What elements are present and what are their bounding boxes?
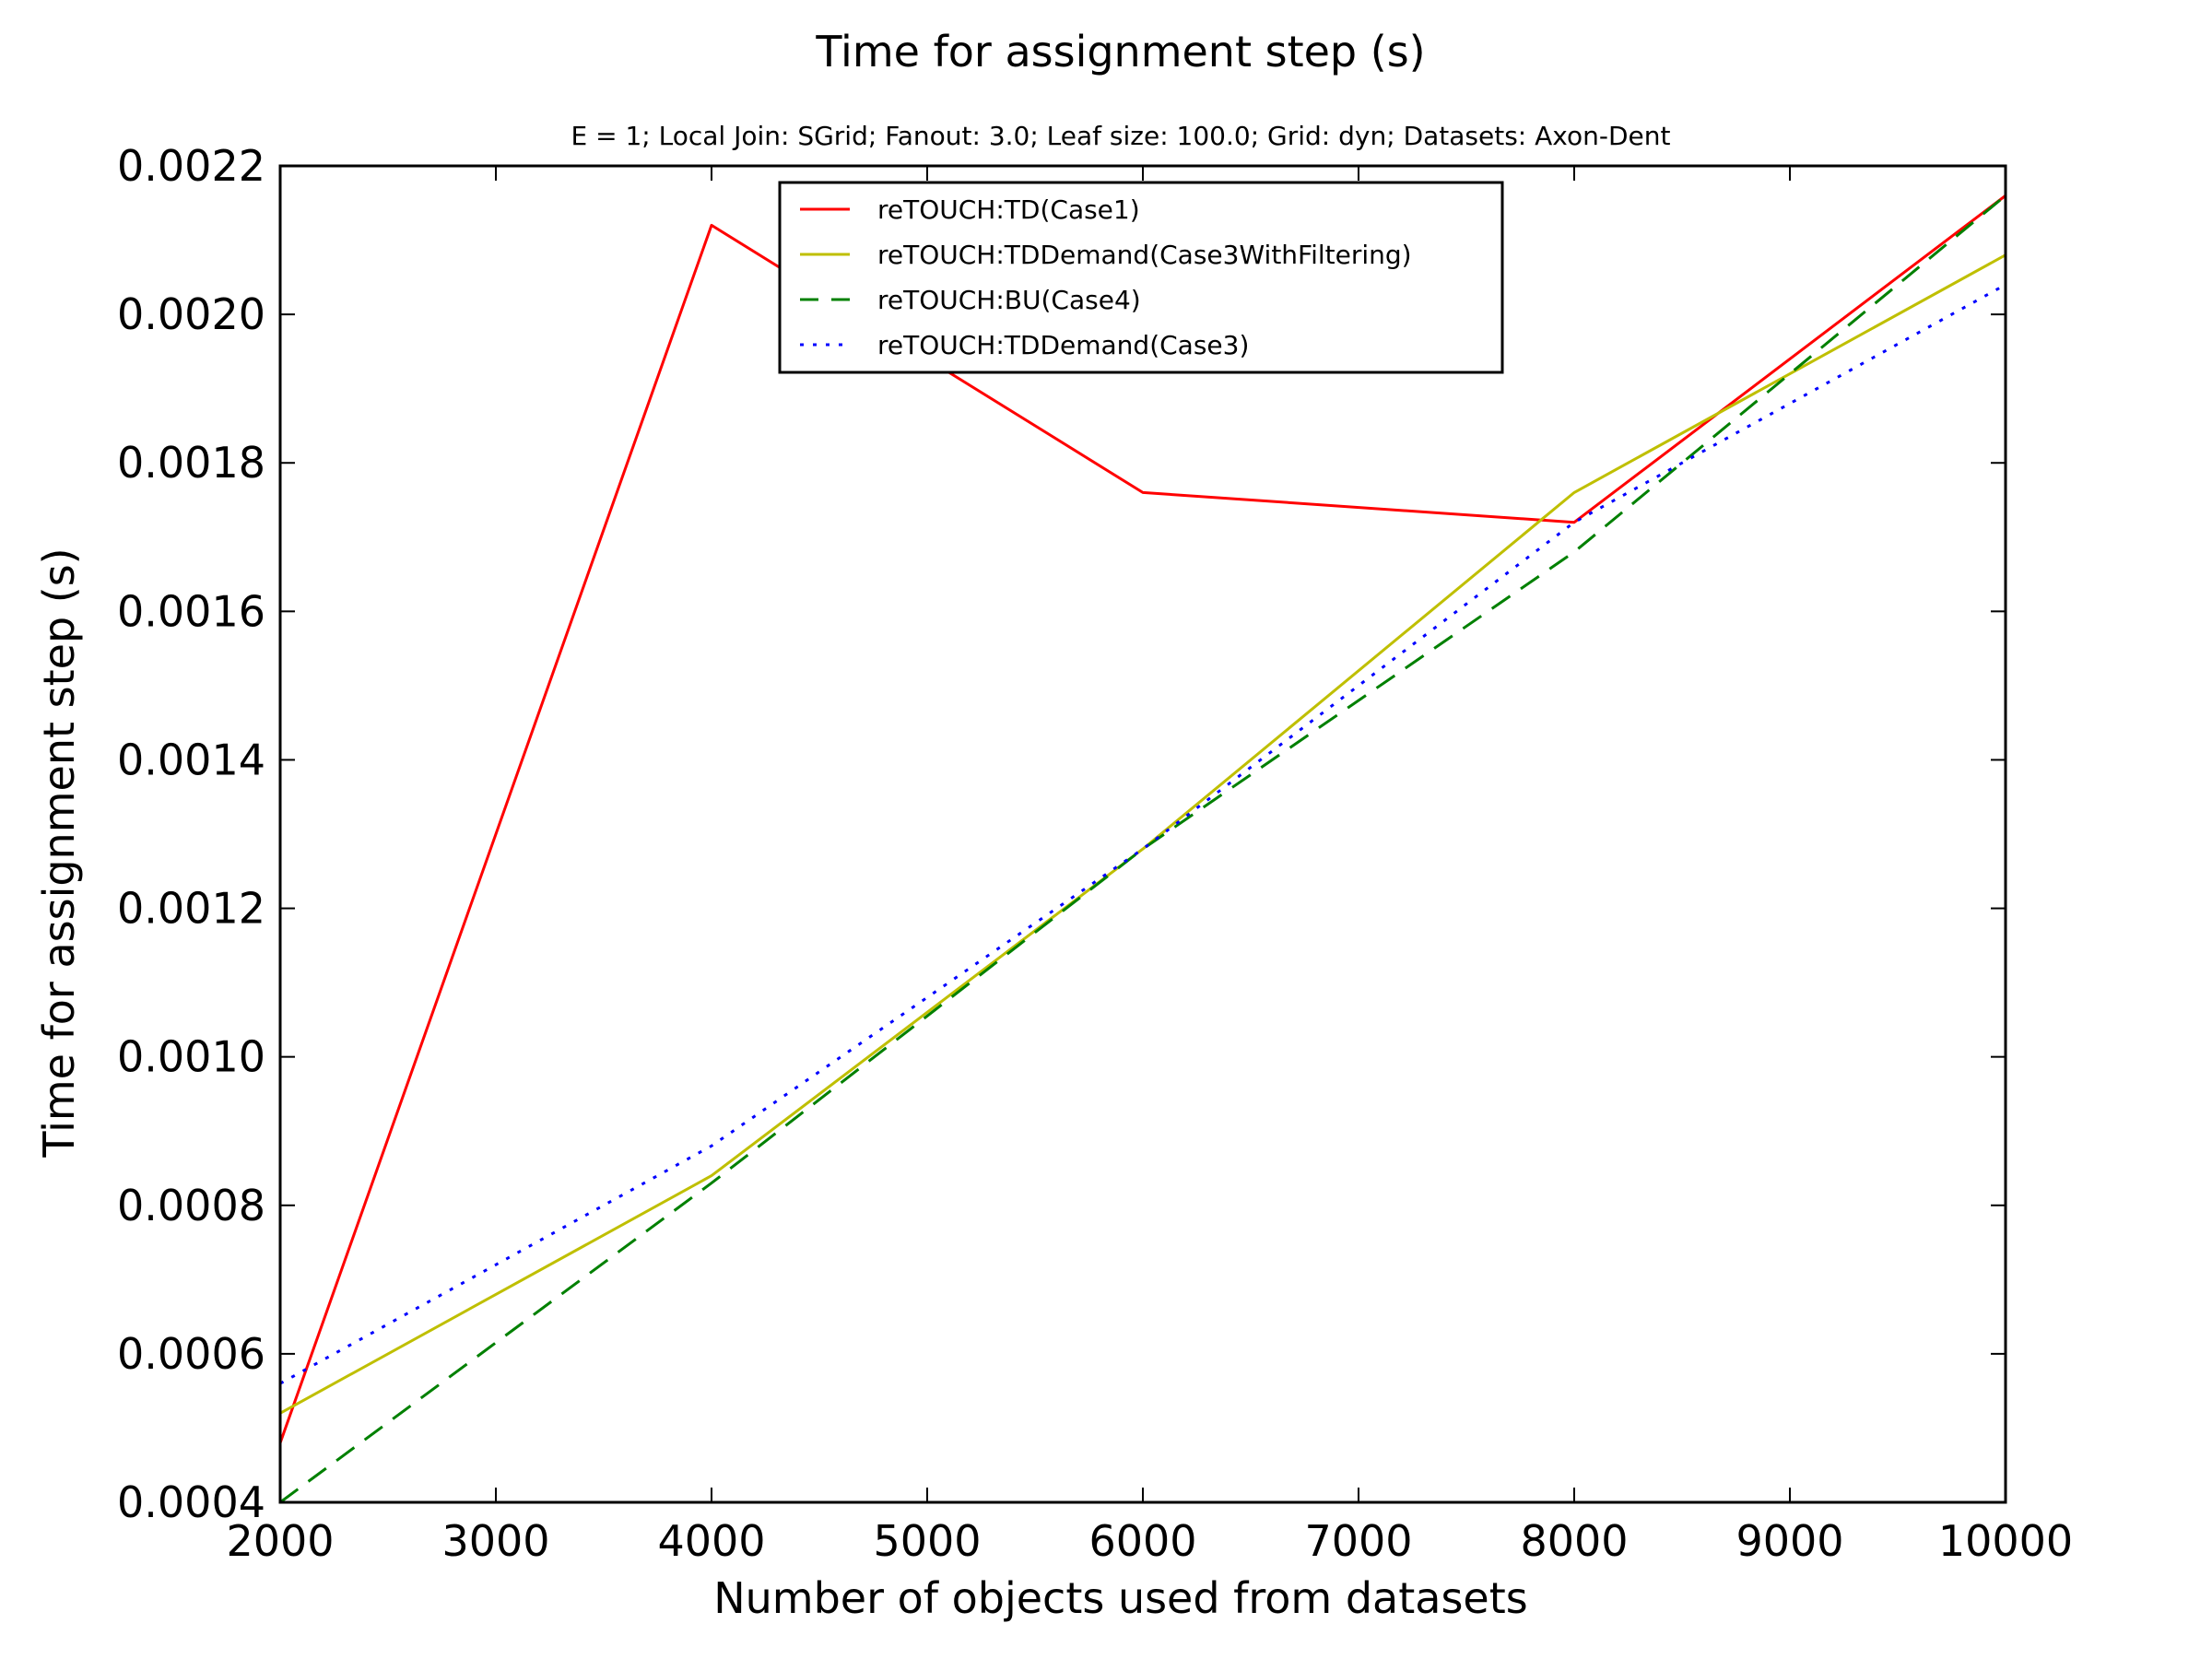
legend-box: [778, 181, 1504, 374]
chart-subtitle: E = 1; Local Join: SGrid; Fanout: 3.0; L…: [571, 121, 1671, 151]
x-tick-label: 9000: [1735, 1516, 1843, 1566]
x-tick-label: 10000: [1938, 1516, 2073, 1566]
y-tick-label: 0.0012: [117, 884, 265, 934]
plot-lines: [280, 194, 2006, 1502]
series-line-2: [280, 253, 2006, 1415]
y-tick-label: 0.0014: [117, 735, 265, 784]
series-line-3: [280, 194, 2006, 1502]
x-axis-label: Number of objects used from datasets: [713, 1573, 1528, 1623]
series-line-1: [280, 194, 2006, 1444]
y-ticks: 0.0004 0.0006 0.0008 0.0010 0.0012 0.0014 0.00…: [117, 141, 2006, 1527]
x-ticks: 2000 3000 4000 5000 6000 7000 8000 9000 10000: [226, 166, 2073, 1566]
y-tick-label: 0.0008: [117, 1181, 265, 1230]
legend-label-4: reTOUCH:TDDemand(Case3): [877, 330, 1249, 360]
x-tick-label: 8000: [1520, 1516, 1628, 1566]
x-tick-label: 7000: [1304, 1516, 1412, 1566]
y-tick-label: 0.0016: [117, 586, 265, 636]
y-tick-label: 0.0004: [117, 1477, 265, 1527]
y-tick-label: 0.0006: [117, 1329, 265, 1379]
x-tick-label: 4000: [657, 1516, 765, 1566]
x-tick-label: 6000: [1088, 1516, 1196, 1566]
x-tick-label: 2000: [226, 1516, 334, 1566]
legend-label-3: reTOUCH:BU(Case4): [877, 285, 1141, 315]
y-tick-label: 0.0020: [117, 289, 265, 339]
legend-label-2: reTOUCH:TDDemand(Case3WithFiltering): [877, 240, 1412, 270]
y-tick-label: 0.0022: [117, 141, 265, 191]
chart-title: Time for assignment step (s): [815, 27, 1425, 76]
legend: reTOUCH:TD(Case1) reTOUCH:TDDemand(Case3W…: [778, 181, 1504, 374]
y-tick-label: 0.0018: [117, 438, 265, 488]
x-tick-label: 5000: [873, 1516, 981, 1566]
series-line-4: [280, 283, 2006, 1385]
y-tick-label: 0.0010: [117, 1032, 265, 1082]
y-axis-label: Time for assignment step (s): [34, 547, 84, 1158]
legend-label-1: reTOUCH:TD(Case1): [877, 194, 1140, 225]
x-tick-label: 3000: [441, 1516, 549, 1566]
